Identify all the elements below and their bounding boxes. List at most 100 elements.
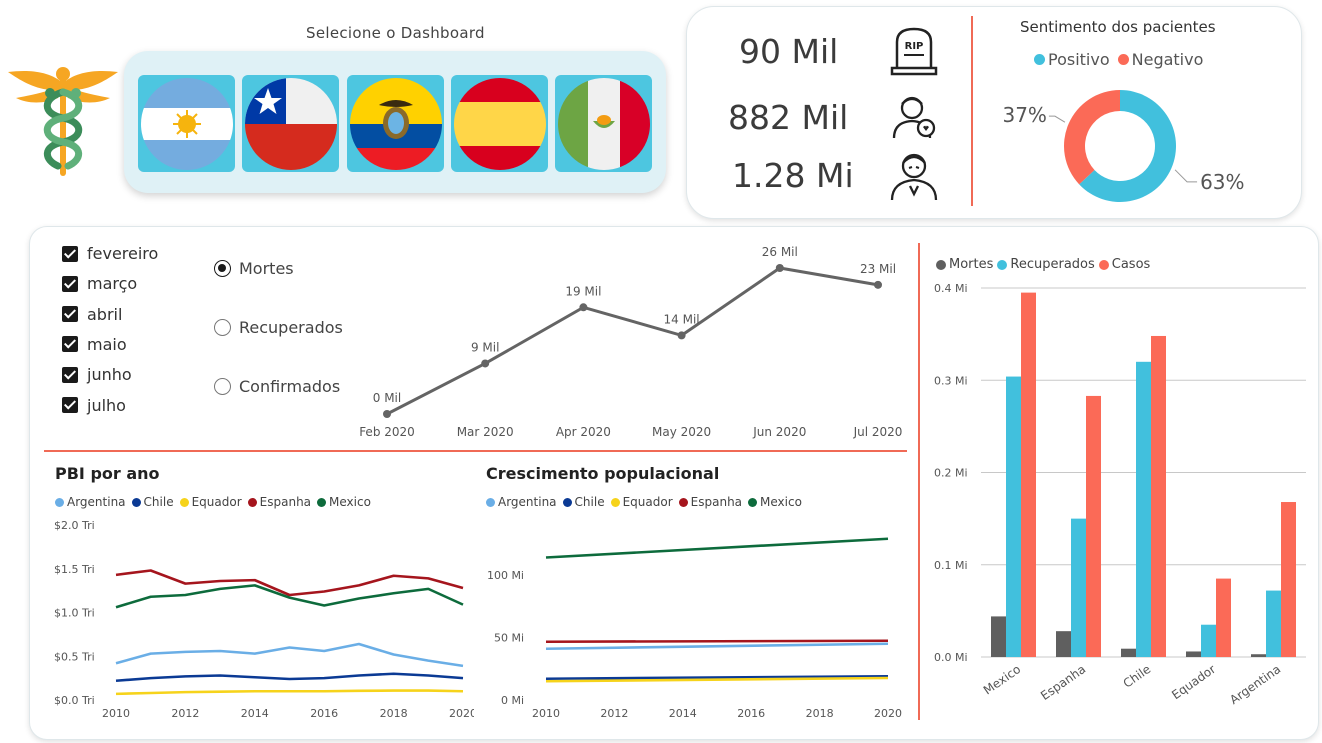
legend-dot-icon (936, 259, 946, 270)
ecuador-flag-button[interactable] (347, 75, 444, 172)
monthly-point (874, 280, 882, 289)
bar-x-tick: Equador (1169, 662, 1218, 702)
monthly-x-tick: Mar 2020 (457, 425, 514, 439)
radio-button-icon[interactable] (214, 260, 231, 277)
pop-legend-label: Mexico (760, 495, 802, 509)
checkbox-checked-icon[interactable] (62, 245, 78, 262)
pib-legend-espanha: Espanha (247, 495, 311, 509)
checkbox-checked-icon[interactable] (62, 366, 78, 383)
mexico-flag-button[interactable] (555, 75, 652, 172)
sentiment-title: Sentimento dos pacientes (1020, 18, 1216, 36)
measure-label: Confirmados (239, 377, 341, 396)
pib-legend-mexico: Mexico (317, 495, 371, 509)
bar-legend-label: Recuperados (1010, 257, 1095, 272)
month-label: fevereiro (87, 244, 159, 263)
donut-label-positivo: 63% (1200, 170, 1244, 194)
pib-legend-chile: Chile (131, 495, 174, 509)
tombstone-rip-icon: RIP (888, 24, 940, 82)
month-label: junho (87, 365, 132, 385)
spain-flag-button[interactable] (451, 75, 548, 172)
pib-line-chart: $0.0 Tri $0.5 Tri $1.0 Tri $1.5 Tri $2.0 Tri… (54, 519, 474, 720)
legend-dot-icon (486, 497, 495, 507)
chile-flag-icon (244, 77, 337, 170)
bar-recuperados-chile (1136, 361, 1151, 657)
donut-leader-line (1174, 169, 1198, 183)
month-checkbox-0[interactable]: fevereiro (62, 244, 158, 263)
monthly-data-label: 0 Mil (373, 391, 401, 405)
bar-y-tick: 0.2 Mi (934, 467, 968, 480)
sick-person-icon (888, 148, 940, 206)
checkbox-checked-icon[interactable] (62, 336, 78, 353)
bar-x-tick: Mexico (981, 662, 1023, 698)
pop-legend-label: Espanha (690, 495, 743, 509)
pib-series-equador (115, 689, 464, 696)
month-checkbox-1[interactable]: março (62, 274, 137, 293)
mexico-flag-icon (557, 77, 650, 170)
pib-y-tick: $2.0 Tri (54, 519, 95, 532)
month-checkbox-3[interactable]: maio (62, 335, 127, 354)
bar-y-tick: 0.0 Mi (934, 651, 968, 664)
radio-button-icon[interactable] (214, 378, 231, 395)
monthly-series-line (386, 266, 879, 416)
bar-y-tick: 0.1 Mi (934, 559, 968, 572)
argentina-flag-button[interactable] (138, 75, 235, 172)
kpi-deaths-value: 90 Mil (739, 32, 839, 71)
pop-y-tick: 100 Mi (487, 569, 524, 582)
radio-button-icon[interactable] (214, 319, 231, 336)
bar-casos-argentina (1281, 502, 1296, 657)
bar-recuperados-equador (1201, 624, 1216, 657)
month-label: abril (87, 304, 123, 324)
bar-casos-chile (1151, 335, 1166, 657)
pib-series-mexico (115, 584, 464, 609)
pib-legend-label: Chile (143, 495, 174, 509)
bar-recuperados-espanha (1071, 518, 1086, 657)
bar-casos-mexico (1021, 292, 1036, 657)
monthly-x-tick: Apr 2020 (556, 425, 611, 439)
monthly-data-label: 26 Mil (762, 245, 798, 259)
checkbox-checked-icon[interactable] (62, 397, 78, 413)
checkbox-checked-icon[interactable] (62, 275, 78, 292)
svg-text:RIP: RIP (905, 41, 924, 52)
pib-legend-argentina: Argentina (55, 495, 126, 509)
measure-radio-mortes[interactable]: Mortes (214, 259, 294, 278)
legend-dot-icon (1117, 54, 1129, 65)
legend-dot-icon (1098, 259, 1109, 270)
pib-x-tick: 2020 (449, 707, 474, 720)
measure-label: Recuperados (239, 318, 343, 337)
month-checkbox-5[interactable]: julho (62, 396, 126, 415)
selector-title: Selecione o Dashboard (306, 24, 485, 42)
legend-dot-icon (1034, 54, 1045, 65)
measure-radio-confirmados[interactable]: Confirmados (214, 377, 340, 396)
measure-radio-recuperados[interactable]: Recuperados (214, 318, 343, 337)
chile-flag-button[interactable] (242, 75, 339, 172)
monthly-x-tick: May 2020 (652, 425, 711, 439)
monthly-point (579, 303, 588, 312)
population-chart-title: Crescimento populacional (486, 464, 720, 483)
legend-negativo: Negativo (1117, 50, 1203, 69)
legend-dot-icon (55, 497, 64, 507)
pib-x-tick: 2012 (171, 707, 199, 720)
month-checkbox-2[interactable]: abril (62, 305, 122, 324)
pop-series-mexico (545, 537, 889, 559)
month-checkbox-4[interactable]: junho (62, 365, 132, 384)
pop-x-tick: 2018 (806, 707, 834, 720)
monthly-point (677, 331, 686, 340)
pib-y-tick: $0.5 Tri (54, 650, 95, 663)
bar-legend-recuperados: Recuperados (997, 257, 1095, 272)
kpi-divider (971, 16, 973, 206)
pop-y-tick: 50 Mi (494, 632, 524, 645)
bar-mortes-chile (1121, 648, 1136, 657)
legend-dot-icon (610, 497, 620, 507)
legend-dot-icon (997, 259, 1008, 270)
population-chart-legend: Argentina Chile Equador Espanha Mexico (486, 495, 808, 509)
monthly-x-tick: Jul 2020 (853, 425, 903, 439)
kpi-cases-value: 1.28 Mi (732, 156, 854, 195)
legend-dot-icon (562, 497, 572, 507)
legend-dot-icon (678, 497, 688, 507)
monthly-x-tick: Feb 2020 (359, 425, 415, 439)
measure-label: Mortes (239, 259, 294, 278)
bar-mortes-espanha (1056, 631, 1071, 657)
pop-legend-label: Argentina (498, 495, 557, 509)
checkbox-checked-icon[interactable] (62, 306, 78, 323)
pop-legend-equador: Equador (610, 495, 673, 509)
